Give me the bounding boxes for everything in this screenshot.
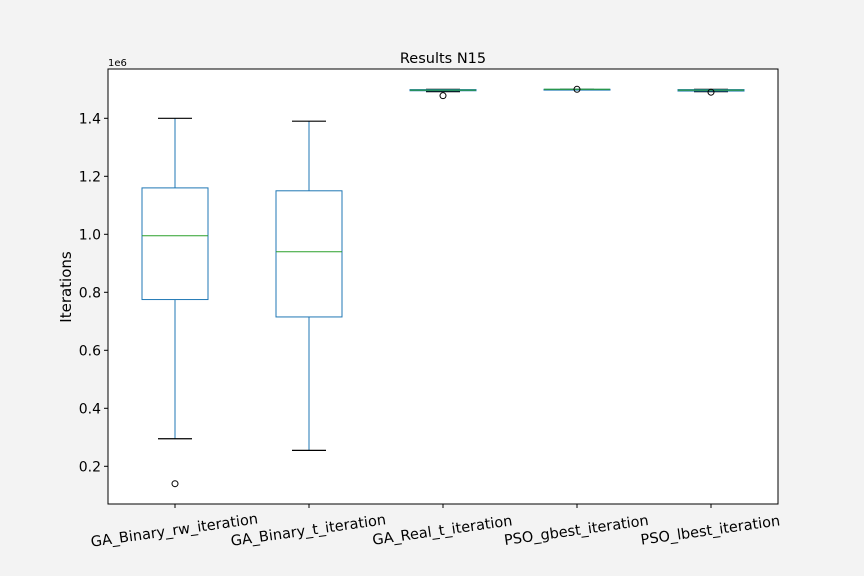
box-iqr	[141, 187, 209, 301]
box-group-2	[275, 120, 343, 451]
outlier-point	[439, 92, 447, 100]
box-group-3	[409, 88, 477, 100]
outlier-point	[171, 480, 179, 488]
y-tick-label: 1.0	[79, 227, 101, 243]
y-tick-label: 0.2	[79, 459, 101, 475]
y-tick-label: 0.6	[79, 343, 101, 359]
y-tick-label: 0.8	[79, 285, 101, 301]
chart-title: Results N15	[400, 51, 486, 67]
y-tick-label: 1.4	[79, 111, 101, 127]
plot-area	[108, 69, 778, 504]
box-iqr	[275, 190, 343, 318]
y-tick-label: 1.2	[79, 169, 101, 185]
box-group-1	[141, 117, 209, 488]
offset-text: 1e6	[108, 58, 127, 69]
y-axis-label: Iterations	[57, 251, 75, 323]
y-tick-label: 0.4	[79, 401, 101, 417]
outlier-point	[573, 85, 581, 93]
outlier-point	[707, 88, 715, 96]
box-group-4	[543, 85, 611, 93]
plot-frame	[107, 68, 779, 505]
box-group-5	[677, 88, 745, 96]
